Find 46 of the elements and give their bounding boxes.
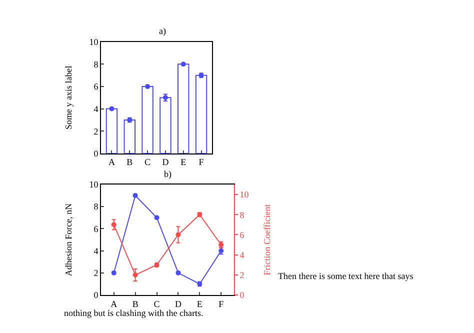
y-tick-label: 8: [94, 202, 99, 212]
x-tick-label: D: [162, 157, 170, 168]
y2-tick-label: 8: [240, 210, 245, 220]
bar: [142, 86, 154, 154]
y-tick-label: 2: [94, 268, 98, 278]
chart-title: a): [159, 26, 166, 36]
x-tick-label: E: [196, 298, 203, 309]
y-axis-title: Some y axis label: [64, 65, 74, 130]
point: [132, 272, 138, 278]
point: [176, 232, 181, 238]
y2-tick-label: 0: [240, 290, 245, 300]
y-tick-label: 10: [89, 180, 99, 190]
x-tick-label: B: [126, 157, 133, 168]
x-tick-label: B: [132, 298, 138, 309]
chart-title: b): [164, 169, 172, 179]
y-tick-label: 10: [89, 37, 99, 48]
y-tick-label: 4: [94, 104, 99, 114]
bar: [160, 97, 172, 154]
y2-tick-label: 6: [240, 230, 245, 240]
y-tick-label: 0: [94, 148, 99, 159]
y-tick-label: 4: [94, 246, 99, 256]
y-tick-label: 0: [94, 290, 99, 300]
x-tick-label: A: [108, 157, 116, 168]
y2-tick-label: 4: [240, 250, 245, 260]
y2-tick-label: 2: [240, 270, 244, 280]
y-tick-label: 8: [94, 59, 99, 70]
x-tick-label: C: [144, 157, 151, 168]
x-tick-label: E: [180, 157, 187, 168]
bar: [106, 108, 118, 154]
bar: [124, 119, 136, 154]
x-tick-label: F: [218, 298, 224, 309]
x-tick-label: A: [110, 298, 118, 309]
x-tick-label: D: [174, 298, 182, 309]
text: nothing but is clashing with the charts.: [64, 308, 204, 318]
bar: [195, 74, 208, 154]
bar: [177, 64, 190, 154]
y2-axis-title: Friction Coefficient: [262, 204, 272, 276]
y-axis-title: Adhesion Force, nN: [64, 202, 74, 276]
x-tick-label: C: [154, 298, 160, 309]
y-tick-label: 2: [94, 126, 98, 136]
y-tick-label: 6: [94, 224, 99, 234]
text: Then there is some text here that says: [278, 271, 414, 281]
x-tick-label: F: [198, 157, 204, 168]
y-tick-label: 6: [94, 82, 99, 92]
point: [111, 222, 116, 228]
y2-tick-label: 10: [240, 190, 250, 200]
